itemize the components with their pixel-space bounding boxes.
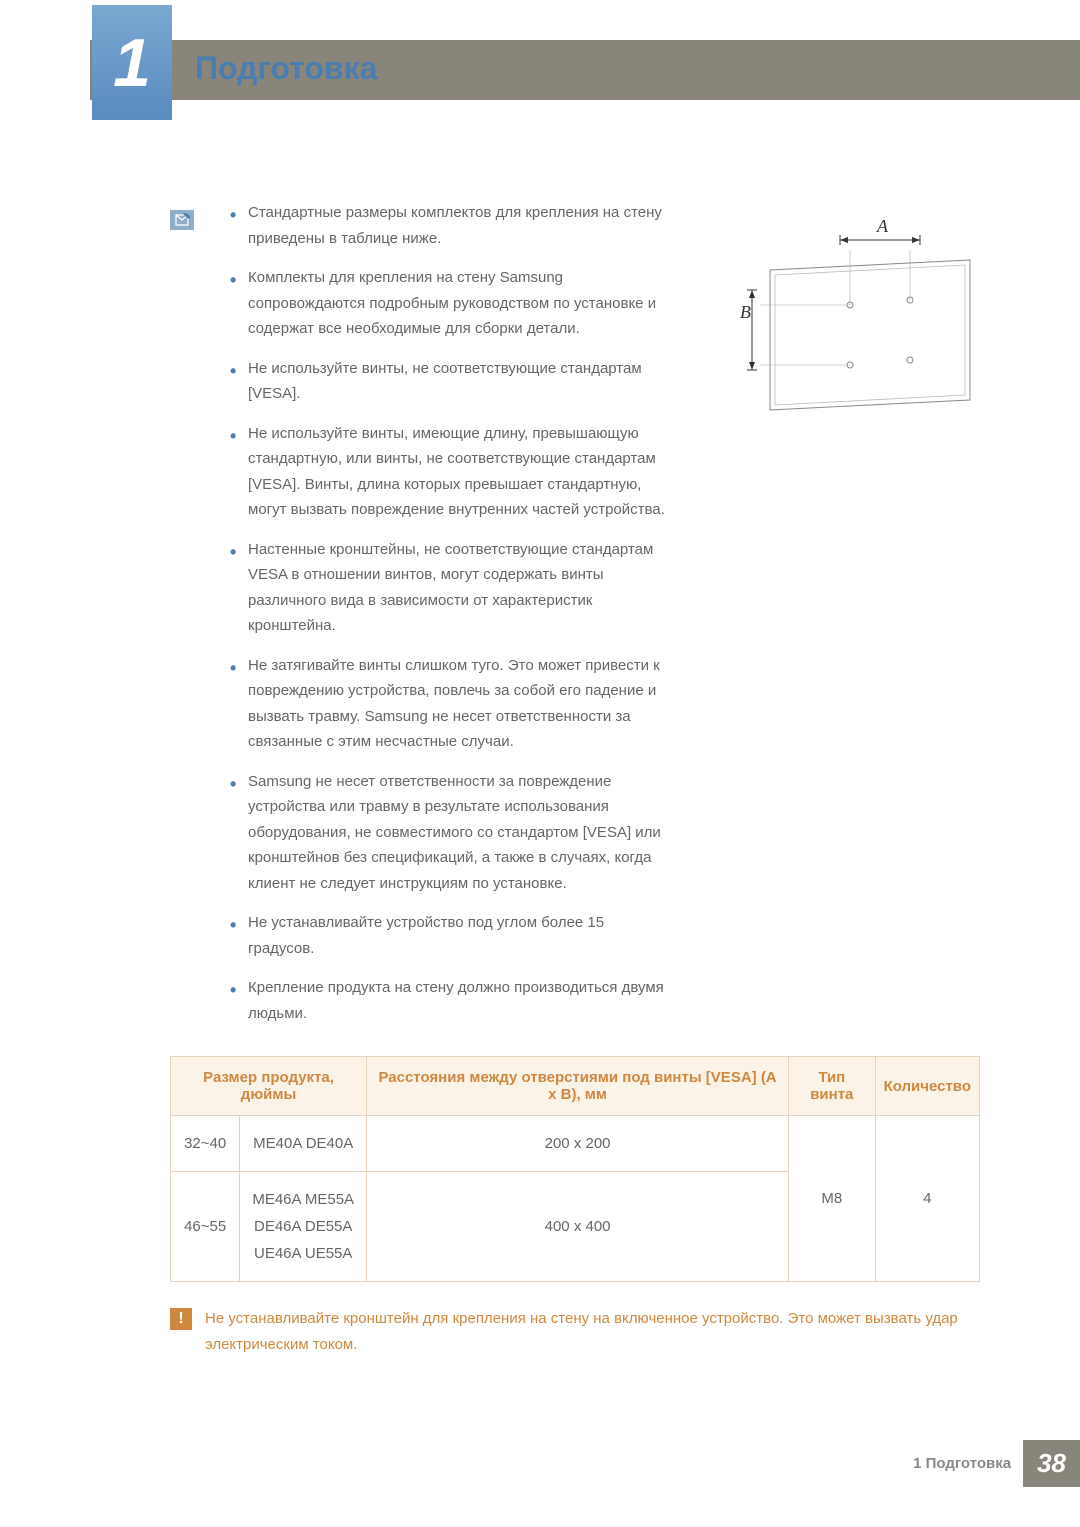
spec-table-wrap: Размер продукта, дюймы Расстояния между … bbox=[170, 1056, 980, 1282]
warning-icon: ! bbox=[170, 1308, 192, 1330]
th-size: Размер продукта, дюймы bbox=[171, 1057, 367, 1116]
chapter-title: Подготовка bbox=[195, 50, 377, 87]
footer-page: 38 bbox=[1023, 1440, 1080, 1487]
list-item: Комплекты для крепления на стену Samsung… bbox=[230, 265, 670, 342]
cell-size: 32~40 bbox=[171, 1116, 240, 1172]
cell-models: ME46A ME55ADE46A DE55AUE46A UE55A bbox=[240, 1172, 367, 1282]
cell-qty: 4 bbox=[875, 1116, 979, 1282]
cell-vesa: 400 x 400 bbox=[367, 1172, 789, 1282]
th-screw: Тип винта bbox=[789, 1057, 875, 1116]
note-icon bbox=[170, 210, 194, 230]
list-item: Стандартные размеры комплектов для крепл… bbox=[230, 200, 670, 251]
list-item: Samsung не несет ответственности за повр… bbox=[230, 769, 670, 897]
cell-vesa: 200 x 200 bbox=[367, 1116, 789, 1172]
list-item: Не затягивайте винты слишком туго. Это м… bbox=[230, 653, 670, 755]
warning-text: Не устанавливайте кронштейн для креплени… bbox=[205, 1310, 958, 1353]
list-item: Крепление продукта на стену должно произ… bbox=[230, 975, 670, 1026]
dim-label-a: A bbox=[876, 216, 889, 236]
table-row: 32~40 ME40A DE40A 200 x 200 M8 4 bbox=[171, 1116, 980, 1172]
cell-models: ME40A DE40A bbox=[240, 1116, 367, 1172]
cell-screw: M8 bbox=[789, 1116, 875, 1282]
list-item: Настенные кронштейны, не соответствующие… bbox=[230, 537, 670, 639]
list-item: Не используйте винты, имеющие длину, пре… bbox=[230, 421, 670, 523]
spec-table: Размер продукта, дюймы Расстояния между … bbox=[170, 1056, 980, 1282]
warning-note: ! Не устанавливайте кронштейн для крепле… bbox=[170, 1306, 980, 1357]
footer-text: 1 Подготовка bbox=[913, 1455, 1011, 1472]
list-item: Не используйте винты, не соответствующие… bbox=[230, 356, 670, 407]
th-qty: Количество bbox=[875, 1057, 979, 1116]
list-item: Не устанавливайте устройство под углом б… bbox=[230, 910, 670, 961]
page-footer: 1 Подготовка 38 bbox=[913, 1440, 1080, 1487]
content-area: Стандартные размеры комплектов для крепл… bbox=[170, 200, 980, 1357]
bullet-list: Стандартные размеры комплектов для крепл… bbox=[230, 200, 670, 1026]
th-vesa: Расстояния между отверстиями под винты [… bbox=[367, 1057, 789, 1116]
cell-size: 46~55 bbox=[171, 1172, 240, 1282]
chapter-tab: 1 bbox=[92, 0, 172, 120]
chapter-number: 1 bbox=[113, 24, 151, 102]
dim-label-b: B bbox=[740, 302, 751, 322]
vesa-diagram: A B bbox=[740, 210, 1000, 420]
